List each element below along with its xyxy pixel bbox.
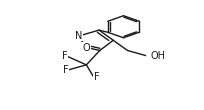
Text: O: O bbox=[83, 42, 90, 52]
Text: N: N bbox=[75, 31, 82, 41]
Text: F: F bbox=[62, 51, 67, 61]
Text: F: F bbox=[63, 65, 68, 75]
Text: F: F bbox=[93, 72, 99, 82]
Text: OH: OH bbox=[150, 51, 165, 60]
